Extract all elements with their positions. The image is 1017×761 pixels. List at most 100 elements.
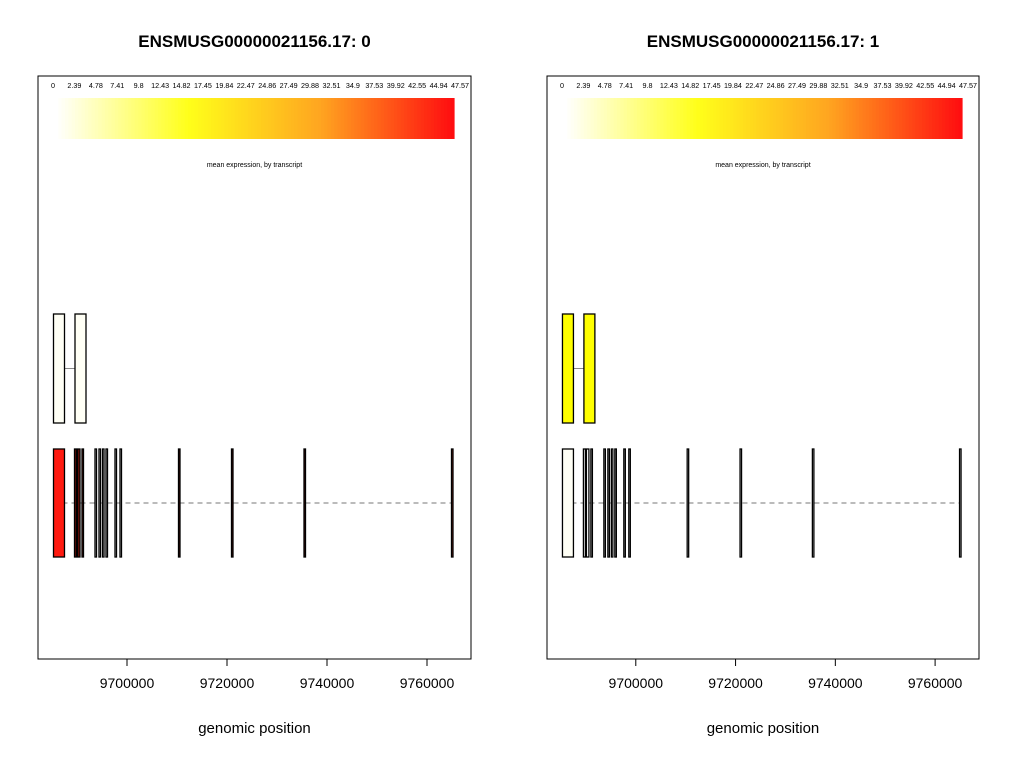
colorbar-label: mean expression, by transcript: [715, 162, 810, 169]
colorbar-cell: [410, 98, 415, 139]
exon: [811, 448, 815, 558]
colorbar-cell: [407, 98, 412, 139]
colorbar-cell: [646, 98, 651, 139]
colorbar-cell: [148, 98, 153, 139]
exon: [450, 448, 454, 558]
x-axis-label: genomic position: [198, 720, 311, 737]
colorbar-tick-label: 29.88: [301, 81, 319, 90]
colorbar-cell: [234, 98, 239, 139]
colorbar-cell: [91, 98, 96, 139]
x-tick-label: 9760000: [908, 675, 963, 691]
exon: [628, 448, 631, 558]
colorbar-cell: [746, 98, 751, 139]
colorbar-cell: [377, 98, 382, 139]
colorbar-cell: [802, 98, 807, 139]
colorbar-cell: [772, 98, 777, 139]
colorbar-cell: [690, 98, 694, 139]
colorbar-cell: [380, 98, 385, 139]
colorbar-cell: [564, 98, 568, 139]
colorbar-tick-label: 4.78: [598, 81, 612, 90]
exon: [590, 448, 594, 558]
colorbar-cell: [600, 98, 605, 139]
colorbar-cell: [699, 98, 704, 139]
colorbar-tick-label: 44.94: [938, 81, 956, 90]
colorbar-cell: [875, 98, 880, 139]
colorbar-cell: [58, 98, 63, 139]
colorbar-tick-label: 7.41: [110, 81, 124, 90]
x-axis-label: genomic position: [707, 720, 820, 737]
colorbar-cell: [447, 98, 452, 139]
colorbar-tick-label: 27.49: [280, 81, 298, 90]
colorbar-cell: [224, 98, 229, 139]
colorbar-cell: [627, 98, 631, 139]
colorbar-cell: [809, 98, 814, 139]
colorbar-cell: [656, 98, 661, 139]
colorbar-cell: [201, 98, 206, 139]
colorbar-cell: [889, 98, 893, 139]
colorbar-cell: [792, 98, 797, 139]
colorbar-cell: [151, 98, 156, 139]
colorbar-cell: [227, 98, 232, 139]
exon: [607, 448, 611, 558]
colorbar-cell: [829, 98, 834, 139]
colorbar-cell: [955, 98, 960, 139]
colorbar-cell: [101, 98, 106, 139]
colorbar-cell: [796, 98, 801, 139]
colorbar-cell: [347, 98, 352, 139]
colorbar-tick-label: 24.86: [258, 81, 276, 90]
colorbar-cell: [344, 98, 349, 139]
colorbar-cell: [912, 98, 917, 139]
colorbar-cell: [94, 98, 99, 139]
colorbar: [55, 98, 455, 139]
colorbar-cell: [404, 98, 409, 139]
exon: [114, 448, 118, 558]
colorbar-tick-label: 39.92: [387, 81, 405, 90]
colorbar-cell: [427, 98, 432, 139]
colorbar-cell: [872, 98, 877, 139]
colorbar-cell: [865, 98, 870, 139]
colorbar-cell: [68, 98, 73, 139]
colorbar-cell: [354, 98, 359, 139]
colorbar-cell: [935, 98, 940, 139]
colorbar-cell: [231, 98, 236, 139]
colorbar-cell: [706, 98, 711, 139]
colorbar-cell: [337, 98, 342, 139]
exon: [561, 448, 575, 558]
colorbar-tick-label: 24.86: [767, 81, 785, 90]
colorbar-cell: [607, 98, 612, 139]
exon: [582, 448, 587, 558]
colorbar-cell: [739, 98, 744, 139]
colorbar-cell: [287, 98, 292, 139]
exon: [105, 448, 109, 558]
colorbar-cell: [301, 98, 305, 139]
colorbar-cell: [958, 98, 963, 139]
colorbar-cell: [164, 98, 169, 139]
colorbar-cell: [945, 98, 950, 139]
colorbar-cell: [84, 98, 89, 139]
colorbar-tick-label: 22.47: [745, 81, 763, 90]
colorbar-cell: [753, 98, 757, 139]
colorbar-cell: [895, 98, 900, 139]
colorbar-cell: [852, 98, 857, 139]
colorbar-cell: [673, 98, 678, 139]
exon: [119, 448, 123, 558]
colorbar-cell: [360, 98, 365, 139]
colorbar-cell: [786, 98, 791, 139]
colorbar-cell: [806, 98, 811, 139]
colorbar-cell: [759, 98, 764, 139]
colorbar-cell: [849, 98, 854, 139]
colorbar-cell: [334, 98, 339, 139]
colorbar-cell: [114, 98, 119, 139]
exon: [561, 313, 575, 424]
colorbar-cell: [81, 98, 86, 139]
colorbar-cell: [104, 98, 109, 139]
colorbar-cell: [640, 98, 645, 139]
colorbar-cell: [74, 98, 79, 139]
colorbar-cell: [620, 98, 625, 139]
colorbar-cell: [779, 98, 784, 139]
colorbar-cell: [108, 98, 113, 139]
colorbar-tick-label: 47.57: [959, 81, 977, 90]
colorbar-cell: [908, 98, 913, 139]
colorbar-tick-label: 27.49: [788, 81, 806, 90]
colorbar-cell: [885, 98, 890, 139]
